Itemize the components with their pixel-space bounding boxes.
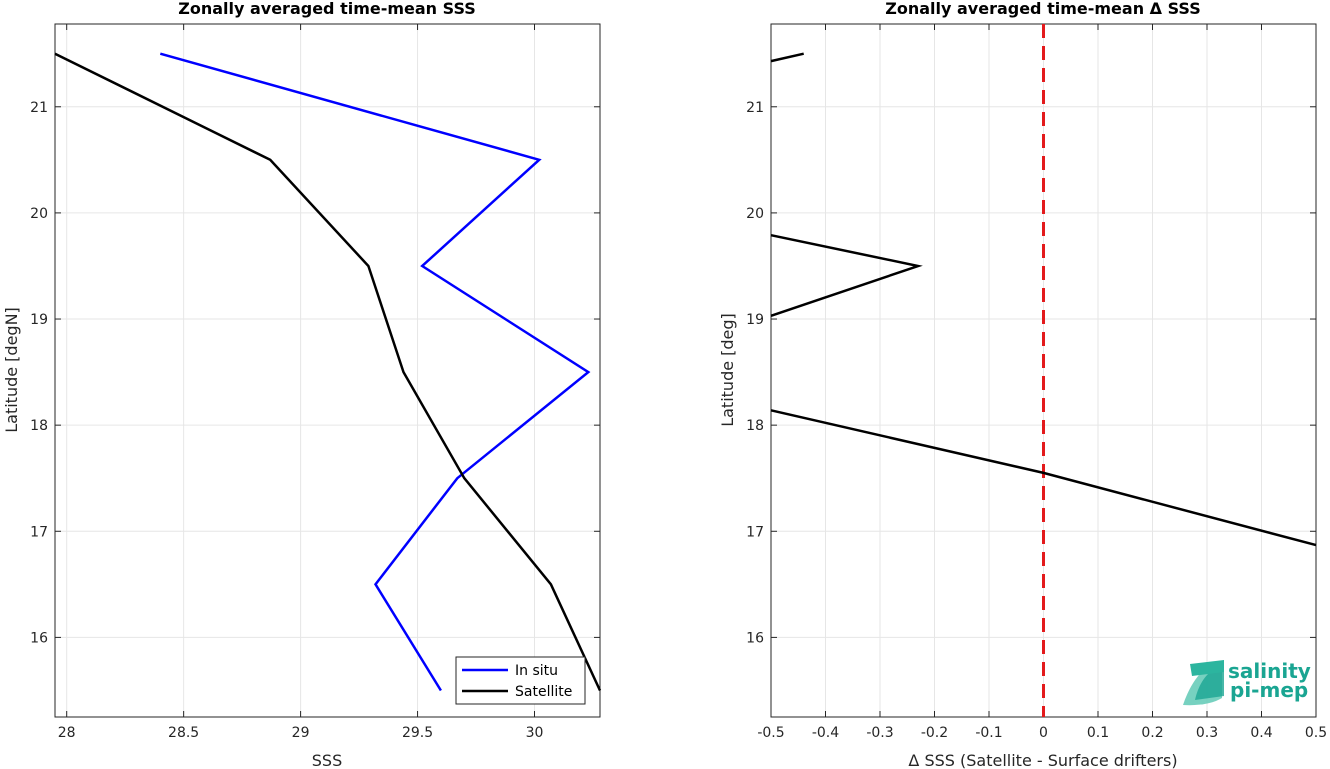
sss-series-line-satellite [54, 52, 602, 692]
sss-x-tick-label: 28.5 [168, 725, 199, 741]
delta-sss-series-line-segment-1 [770, 52, 804, 63]
delta-sss-x-tick-label: 0.4 [1250, 725, 1272, 741]
delta-sss-x-tick-label: 0 [1039, 725, 1048, 741]
sss-series-line-in-situ [159, 52, 591, 692]
logo-text-salinity: salinity [1228, 659, 1311, 683]
delta-sss-axes: -0.5 -0.4 -0.3 -0.2 -0.1 0 0.1 0.2 0.3 0.4 0.5 16 17… [718, 0, 1327, 769]
sss-y-tick-label: 20 [30, 206, 48, 222]
delta-sss-y-tick-label: 17 [746, 524, 764, 540]
delta-sss-y-tick-label: 21 [746, 100, 764, 116]
delta-sss-x-tick-label: -0.2 [921, 725, 948, 741]
delta-sss-x-tick-label: 0.1 [1087, 725, 1109, 741]
delta-sss-x-tick-label: 0.2 [1141, 725, 1163, 741]
delta-sss-series-line-segment-3 [770, 409, 1317, 547]
delta-sss-y-tick-label: 20 [746, 206, 764, 222]
delta-sss-chart-title: Zonally averaged time-mean Δ SSS [885, 0, 1201, 18]
sss-y-tick-label: 21 [30, 100, 48, 116]
delta-sss-y-axis-label: Latitude [deg] [718, 313, 737, 427]
legend-label-in-situ: In situ [515, 663, 558, 679]
sss-chart-title: Zonally averaged time-mean SSS [178, 0, 476, 18]
delta-sss-x-tick-label: -0.5 [757, 725, 784, 741]
delta-sss-x-tick-label: -0.3 [866, 725, 893, 741]
delta-sss-series-line-segment-2 [770, 233, 923, 317]
delta-sss-y-tick-label: 16 [746, 630, 764, 646]
sss-axes: 28 28.5 29 29.5 30 16 17 18 19 20 21 Zonally avera… [2, 0, 602, 769]
legend: In situ Satellite [455, 656, 586, 705]
sss-x-tick-label: 29.5 [402, 725, 433, 741]
sss-y-tick-label: 19 [30, 312, 48, 328]
sss-y-tick-label: 17 [30, 524, 48, 540]
delta-sss-y-tick-label: 19 [746, 312, 764, 328]
delta-sss-y-tick-label: 18 [746, 418, 764, 434]
sss-x-tick-label: 29 [292, 725, 310, 741]
logo-text-pi-mep: pi-mep [1230, 678, 1308, 702]
sss-y-tick-label: 16 [30, 630, 48, 646]
sss-y-axis-label: Latitude [degN] [2, 307, 21, 433]
delta-sss-x-tick-label: -0.4 [812, 725, 839, 741]
legend-label-satellite: Satellite [515, 684, 572, 700]
delta-sss-x-tick-label: 0.3 [1196, 725, 1218, 741]
sss-y-tick-label: 18 [30, 418, 48, 434]
delta-sss-x-tick-label: 0.5 [1305, 725, 1327, 741]
sss-x-axis-label: SSS [312, 751, 342, 769]
sss-x-tick-label: 28 [58, 725, 76, 741]
delta-sss-x-axis-label: Δ SSS (Satellite - Surface drifters) [908, 751, 1177, 769]
delta-sss-x-tick-label: -0.1 [975, 725, 1002, 741]
salinity-pi-mep-logo: salinity pi-mep [1183, 659, 1311, 706]
sss-x-tick-label: 30 [526, 725, 544, 741]
